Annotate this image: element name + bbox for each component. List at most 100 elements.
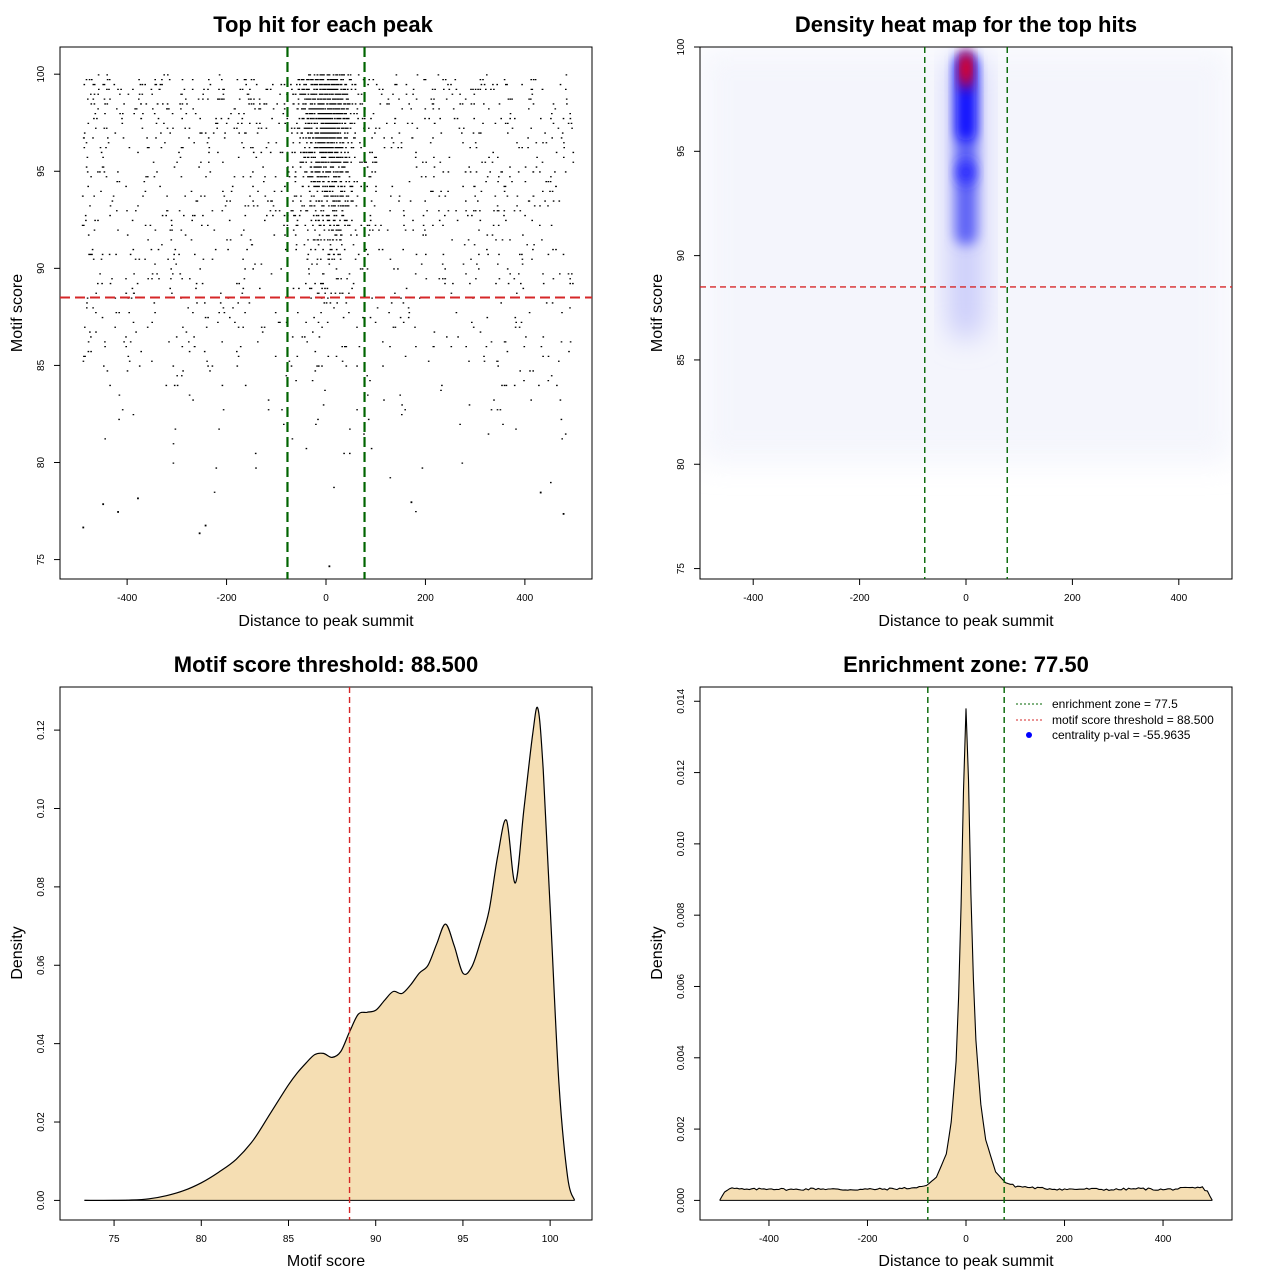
y-tick-label: 85 xyxy=(676,354,687,366)
y-tick-label: 0.06 xyxy=(36,955,47,975)
heatmap-hotspot-94 xyxy=(957,160,975,185)
score-density-y-label: Density xyxy=(9,926,26,979)
y-tick-label: 0.10 xyxy=(36,798,47,818)
scatter-title: Top hit for each peak xyxy=(213,12,433,37)
y-tick-label: 100 xyxy=(676,38,687,55)
scatter-axes: -400 -200 0 200 400 75 80 85 90 95 100 xyxy=(36,65,534,604)
y-tick-label: 90 xyxy=(676,250,687,262)
x-tick-label: 400 xyxy=(517,593,534,604)
y-tick-label: 0.002 xyxy=(676,1116,687,1141)
distance-density-fill xyxy=(719,708,1213,1201)
y-tick-label: 95 xyxy=(36,165,47,177)
score-density-area xyxy=(84,706,576,1202)
x-tick-label: 0 xyxy=(963,593,969,604)
score-density-axes: 75 80 85 90 95 100 0.00 0.02 0.04 0.06 0.08 0.10 0.1… xyxy=(36,720,559,1245)
x-tick-label: -400 xyxy=(117,593,137,604)
y-tick-label: 90 xyxy=(36,262,47,274)
distance-density-title: Enrichment zone: 77.50 xyxy=(843,652,1089,677)
distance-density-axes: -400 -200 0 200 400 0.000 0.002 0.004 0.006 0.008… xyxy=(676,688,1172,1245)
x-tick-label: 75 xyxy=(109,1234,121,1245)
distance-density-area xyxy=(719,708,1213,1201)
legend: enrichment zone = 77.5 motif score thres… xyxy=(1016,697,1214,742)
x-tick-label: 200 xyxy=(1064,593,1081,604)
y-tick-label: 100 xyxy=(36,65,47,82)
panel-scatter: Top hit for each peak -400 -200 0 200 400 75 8… xyxy=(9,12,593,630)
y-tick-label: 75 xyxy=(36,554,47,566)
scatter-point xyxy=(539,491,542,494)
legend-zone-label: enrichment zone = 77.5 xyxy=(1052,697,1178,711)
scatter-y-label: Motif score xyxy=(9,274,26,352)
distance-density-reference-lines xyxy=(927,687,1005,1220)
heatmap-axes: -400 -200 0 200 400 75 80 85 90 95 100 xyxy=(676,38,1188,604)
scatter-point xyxy=(328,565,331,568)
score-density-x-label: Motif score xyxy=(287,1253,365,1270)
distance-density-y-label: Density xyxy=(649,926,666,979)
scatter-point xyxy=(82,526,85,529)
y-tick-label: 75 xyxy=(676,563,687,575)
x-tick-label: -400 xyxy=(759,1234,779,1245)
scatter-points xyxy=(81,74,575,568)
score-density-fill xyxy=(84,707,575,1201)
y-tick-label: 0.012 xyxy=(676,760,687,785)
x-tick-label: -200 xyxy=(217,593,237,604)
x-tick-label: 0 xyxy=(323,593,329,604)
y-tick-label: 0.014 xyxy=(676,688,687,713)
scatter-point xyxy=(137,497,139,500)
scatter-plot-frame xyxy=(59,46,593,580)
x-tick-label: 95 xyxy=(457,1234,469,1245)
heatmap-reference-lines xyxy=(700,47,1232,579)
y-tick-label: 0.000 xyxy=(676,1187,687,1212)
x-tick-label: 400 xyxy=(1155,1234,1172,1245)
x-tick-label: 400 xyxy=(1170,593,1187,604)
heatmap-hotspot-peak-core xyxy=(962,55,970,80)
heatmap-y-label: Motif score xyxy=(649,274,666,352)
x-tick-label: -200 xyxy=(857,1234,877,1245)
y-tick-label: 0.004 xyxy=(676,1045,687,1070)
y-tick-label: 0.010 xyxy=(676,831,687,856)
x-tick-label: -200 xyxy=(850,593,870,604)
scatter-point xyxy=(562,512,565,515)
score-density-plot-frame xyxy=(59,686,593,1221)
scatter-point xyxy=(410,501,413,504)
y-tick-label: 0.04 xyxy=(36,1033,47,1053)
x-tick-label: 80 xyxy=(196,1234,208,1245)
x-tick-label: 200 xyxy=(1056,1234,1073,1245)
y-tick-label: 80 xyxy=(676,458,687,470)
panel-score-density: Motif score threshold: 88.500 75 80 85 90 95… xyxy=(9,652,593,1270)
panel-distance-density: Enrichment zone: 77.50 -400 -200 0 200 400 0.… xyxy=(649,652,1233,1270)
y-tick-label: 85 xyxy=(36,359,47,371)
y-tick-label: 80 xyxy=(36,457,47,469)
scatter-point xyxy=(204,524,207,527)
x-tick-label: 85 xyxy=(283,1234,295,1245)
x-tick-label: 90 xyxy=(370,1234,382,1245)
scatter-reference-lines xyxy=(60,47,592,579)
scatter-x-label: Distance to peak summit xyxy=(238,613,414,630)
legend-threshold-label: motif score threshold = 88.500 xyxy=(1052,713,1214,727)
score-density-curve xyxy=(84,706,576,1202)
scatter-point xyxy=(117,511,119,513)
scatter-point-cloud xyxy=(81,74,575,513)
y-tick-label: 0.006 xyxy=(676,974,687,999)
legend-pval-label: centrality p-val = -55.9635 xyxy=(1052,728,1191,742)
legend-pval-point xyxy=(1026,732,1032,738)
x-tick-label: -400 xyxy=(743,593,763,604)
distance-density-curve xyxy=(719,708,1213,1201)
y-tick-label: 0.08 xyxy=(36,877,47,897)
x-tick-label: 0 xyxy=(963,1234,969,1245)
y-tick-label: 0.00 xyxy=(36,1190,47,1210)
distance-density-x-label: Distance to peak summit xyxy=(878,1253,1054,1270)
heatmap-x-label: Distance to peak summit xyxy=(878,613,1054,630)
heatmap-surface xyxy=(700,47,1232,579)
y-tick-label: 95 xyxy=(676,145,687,157)
y-tick-label: 0.02 xyxy=(36,1112,47,1132)
scatter-point xyxy=(198,532,201,535)
x-tick-label: 200 xyxy=(417,593,434,604)
x-tick-label: 100 xyxy=(542,1234,559,1245)
y-tick-label: 0.12 xyxy=(36,720,47,740)
panel-heatmap: Density heat map for the top hits -400 -2… xyxy=(649,12,1233,630)
scatter-point xyxy=(102,503,105,506)
score-density-title: Motif score threshold: 88.500 xyxy=(174,652,478,677)
heatmap-title: Density heat map for the top hits xyxy=(795,12,1137,37)
y-tick-label: 0.008 xyxy=(676,902,687,927)
